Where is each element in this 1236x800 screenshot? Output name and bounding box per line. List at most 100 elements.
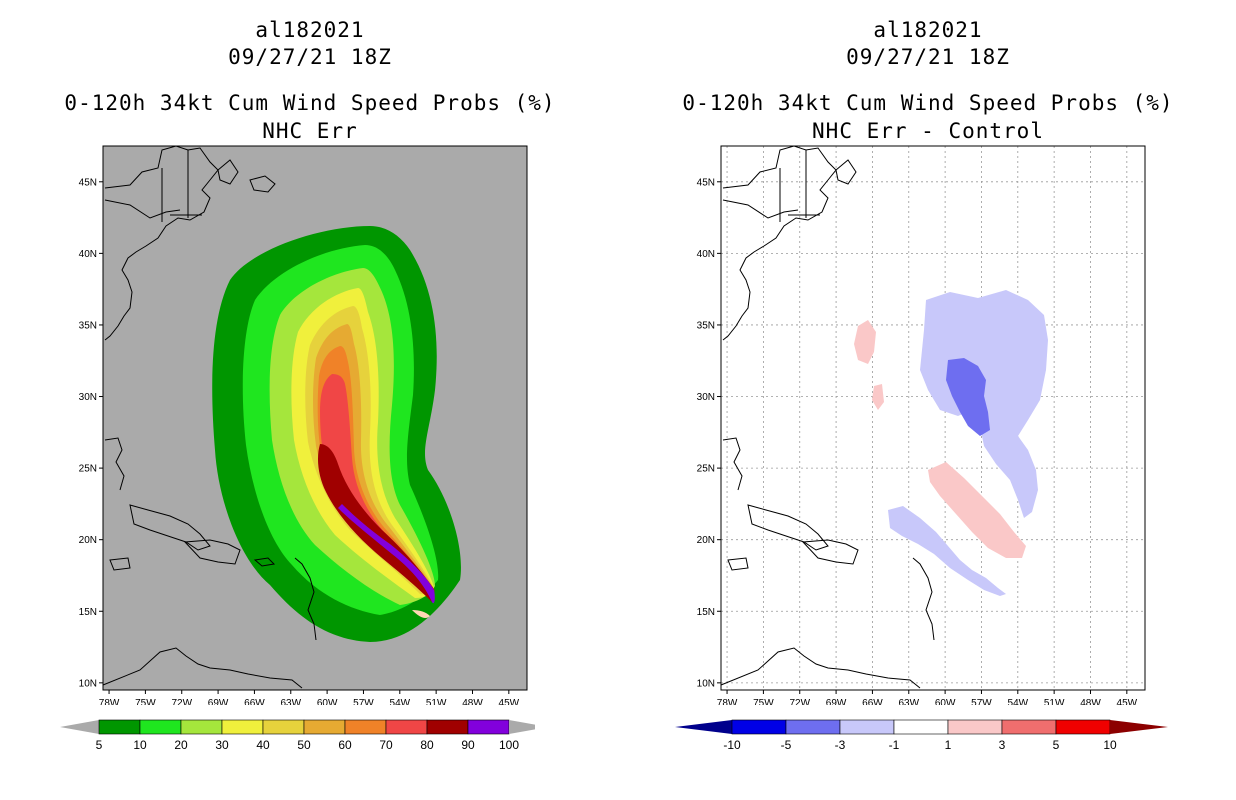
y-tick-label: 15N	[697, 607, 715, 618]
x-tick-label: 57W	[353, 698, 374, 705]
coastlines	[102, 145, 317, 689]
y-tick-label: 45N	[697, 177, 715, 188]
colorbar-box	[1055, 719, 1111, 735]
y-tick-label: 20N	[79, 535, 97, 546]
colorbar-label: 40	[256, 738, 270, 752]
left-chart-subtitle: NHC Err	[262, 119, 358, 143]
x-tick-label: 45W	[499, 698, 520, 705]
colorbar-box	[221, 719, 264, 735]
difference-contours	[854, 290, 1048, 596]
colorbar-label: 60	[338, 738, 352, 752]
colorbar-label: 5	[1053, 738, 1060, 752]
colorbar-box	[344, 719, 387, 735]
y-tick-label: 30N	[79, 392, 97, 403]
colorbar-box	[385, 719, 428, 735]
x-axis-ticks: 78W 75W 72W 69W 66W 63W 60W 57W 54W 51W 48W 45W	[99, 690, 520, 705]
y-tick-label: 35N	[697, 320, 715, 331]
y-axis-ticks: 10N 15N 20N 25N 30N 35N 40N 45N	[79, 177, 103, 689]
colorbar-label: 3	[999, 738, 1006, 752]
colorbar-box	[731, 719, 787, 735]
colorbar-label: 90	[461, 738, 475, 752]
x-tick-label: 60W	[935, 698, 956, 705]
colorbar-box	[785, 719, 841, 735]
map-frame	[102, 145, 528, 691]
right-datetime: 09/27/21 18Z	[846, 45, 1010, 69]
x-tick-label: 60W	[317, 698, 338, 705]
left-colorbar: 5 10 20 30 40 50 60 70 80 90 100	[60, 719, 535, 752]
x-tick-label: 72W	[789, 698, 810, 705]
right-storm-id: al182021	[873, 18, 983, 42]
y-tick-label: 25N	[79, 464, 97, 475]
colorbar-box	[947, 719, 1003, 735]
colorbar-box	[180, 719, 223, 735]
y-tick-label: 45N	[79, 177, 97, 188]
x-tick-label: 78W	[99, 698, 120, 705]
contour-70	[320, 374, 435, 596]
y-tick-label: 15N	[79, 607, 97, 618]
colorbar-box	[139, 719, 182, 735]
x-tick-label: 78W	[717, 698, 738, 705]
x-tick-label: 63W	[898, 698, 919, 705]
colorbar-box	[893, 719, 949, 735]
x-tick-label: 57W	[971, 698, 992, 705]
y-tick-label: 40N	[79, 249, 97, 260]
y-tick-label: 20N	[697, 535, 715, 546]
y-tick-label: 40N	[697, 249, 715, 260]
colorbar-box	[426, 719, 469, 735]
right-chart-title: 0-120h 34kt Cum Wind Speed Probs (%)	[682, 91, 1174, 115]
colorbar-label: 70	[379, 738, 393, 752]
colorbar-box	[303, 719, 346, 735]
x-tick-label: 69W	[208, 698, 229, 705]
colorbar-box	[839, 719, 895, 735]
map-background	[721, 146, 1145, 690]
colorbar-box	[1001, 719, 1057, 735]
y-tick-label: 25N	[697, 464, 715, 475]
coastlines	[720, 145, 935, 689]
contour-minus-5	[946, 358, 990, 436]
x-tick-label: 48W	[1080, 698, 1101, 705]
right-difference-map: 78W 75W 72W 69W 66W 63W 60W 57W 54W 51W 48W 45W 10N…	[697, 145, 1146, 705]
left-probability-map: 78W 75W 72W 69W 66W 63W 60W 57W 54W 51W 48W 45W 10N…	[79, 145, 528, 705]
contour-minus-3b	[888, 506, 1006, 596]
x-tick-label: 72W	[171, 698, 192, 705]
colorbar-label: 50	[297, 738, 311, 752]
colorbar-box	[98, 719, 141, 735]
colorbar-label: 10	[133, 738, 147, 752]
contour-90	[338, 504, 435, 604]
y-tick-label: 10N	[79, 678, 97, 689]
x-tick-label: 75W	[135, 698, 156, 705]
colorbar-box	[467, 719, 510, 735]
contour-plus-1	[928, 462, 1026, 558]
colorbar-label: 20	[174, 738, 188, 752]
colorbar-label: -10	[723, 738, 741, 752]
contour-100	[412, 610, 430, 618]
colorbar-label: -3	[835, 738, 846, 752]
x-tick-label: 69W	[826, 698, 847, 705]
x-axis-ticks: 78W 75W 72W 69W 66W 63W 60W 57W 54W 51W 48W 45W	[717, 690, 1138, 705]
colorbar-high-triangle	[1110, 720, 1168, 734]
x-tick-label: 54W	[390, 698, 411, 705]
colorbar-label: 10	[1103, 738, 1117, 752]
x-tick-label: 54W	[1008, 698, 1029, 705]
left-storm-id: al182021	[255, 18, 365, 42]
colorbar-label: 1	[945, 738, 952, 752]
x-tick-label: 75W	[753, 698, 774, 705]
colorbar-low-triangle	[60, 720, 99, 734]
x-tick-label: 66W	[244, 698, 265, 705]
right-chart-subtitle: NHC Err - Control	[812, 119, 1044, 143]
x-tick-label: 51W	[426, 698, 447, 705]
colorbar-high-triangle	[509, 720, 535, 734]
x-tick-label: 48W	[462, 698, 483, 705]
colorbar-low-triangle	[675, 720, 732, 734]
left-datetime: 09/27/21 18Z	[228, 45, 392, 69]
y-tick-label: 10N	[697, 678, 715, 689]
probability-contours	[212, 226, 461, 642]
x-tick-label: 45W	[1117, 698, 1138, 705]
colorbar-label: 5	[96, 738, 103, 752]
colorbar-label: -1	[889, 738, 900, 752]
y-tick-label: 35N	[79, 320, 97, 331]
y-axis-ticks: 10N 15N 20N 25N 30N 35N 40N 45N	[697, 177, 721, 689]
right-colorbar: -10 -5 -3 -1 1 3 5 10	[675, 719, 1168, 752]
x-tick-label: 66W	[862, 698, 883, 705]
colorbar-label: -5	[781, 738, 792, 752]
